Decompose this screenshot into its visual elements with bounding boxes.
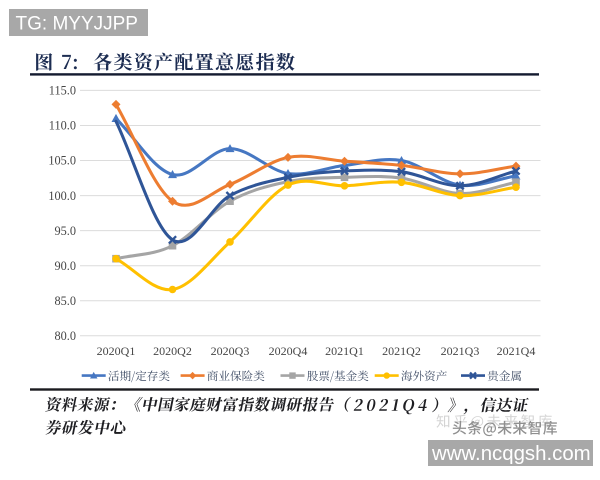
svg-text:www.ncqgsh.com: www.ncqgsh.com [431, 443, 591, 465]
svg-text:95.0: 95.0 [54, 224, 76, 238]
svg-text:2021Q2: 2021Q2 [382, 344, 421, 358]
svg-text:2020Q3: 2020Q3 [211, 344, 250, 358]
svg-text:90.0: 90.0 [54, 259, 76, 273]
svg-text:2021Q4: 2021Q4 [497, 344, 536, 358]
svg-text:85.0: 85.0 [54, 294, 76, 308]
svg-text:105.0: 105.0 [48, 154, 76, 168]
svg-text:2021Q3: 2021Q3 [441, 344, 480, 358]
svg-text:110.0: 110.0 [49, 119, 76, 133]
svg-text:2020Q1: 2020Q1 [97, 344, 136, 358]
svg-text:TG: MYYJJPP: TG: MYYJJPP [16, 14, 138, 35]
svg-text:80.0: 80.0 [54, 329, 76, 343]
svg-text:115.0: 115.0 [49, 84, 76, 98]
svg-text:2020Q4: 2020Q4 [269, 344, 308, 358]
svg-text:2020Q2: 2020Q2 [153, 344, 192, 358]
svg-text:2021Q1: 2021Q1 [325, 344, 364, 358]
svg-text:100.0: 100.0 [48, 189, 76, 203]
